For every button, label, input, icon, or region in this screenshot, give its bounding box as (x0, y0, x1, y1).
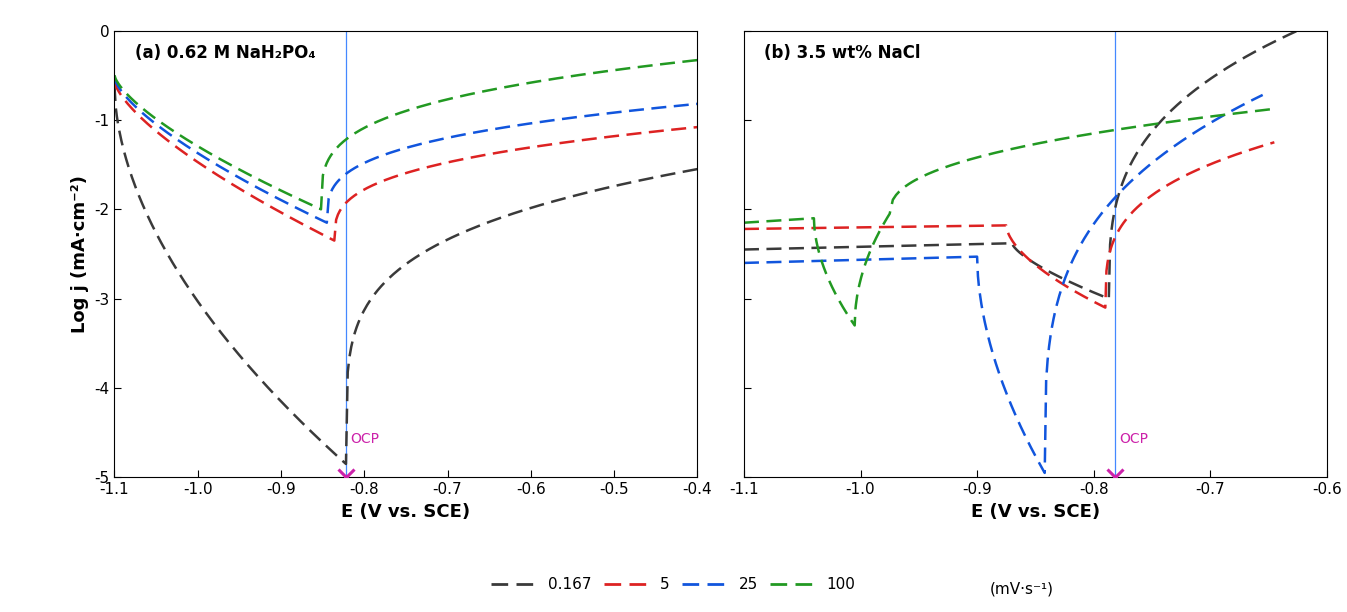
Text: (b) 3.5 wt% NaCl: (b) 3.5 wt% NaCl (764, 44, 921, 62)
Y-axis label: Log j (mA·cm⁻²): Log j (mA·cm⁻²) (71, 175, 89, 333)
X-axis label: E (V vs. SCE): E (V vs. SCE) (971, 503, 1100, 521)
X-axis label: E (V vs. SCE): E (V vs. SCE) (341, 503, 470, 521)
Text: OCP: OCP (1119, 433, 1148, 446)
Text: (mV·s⁻¹): (mV·s⁻¹) (990, 581, 1055, 596)
Text: OCP: OCP (350, 433, 379, 446)
Text: (a) 0.62 M NaH₂PO₄: (a) 0.62 M NaH₂PO₄ (135, 44, 315, 62)
Legend: 0.167, 5, 25, 100: 0.167, 5, 25, 100 (485, 571, 862, 599)
